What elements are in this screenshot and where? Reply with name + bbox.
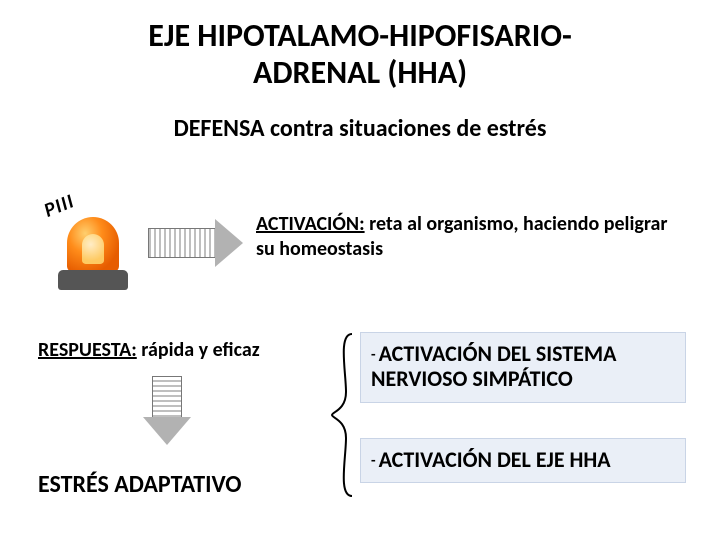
curly-brace-icon [330,332,356,498]
slide-title: EJE HIPOTALAMO-HIPOFISARIO- ADRENAL (HHA… [0,0,720,100]
alarm-sound-label: PIII [41,189,78,223]
alarm-bulb [82,234,104,264]
arrow-right-icon [148,226,246,260]
arrow-down-body [152,376,182,418]
estres-adaptativo-text: ESTRÉS ADAPTATIVO [38,470,241,499]
respuesta-label: RESPUESTA: [38,338,137,362]
activacion-text: ACTIVACIÓN: reta al organismo, haciendo … [256,212,676,262]
box-simpatico: -ACTIVACIÓN DEL SISTEMA NERVIOSO SIMPÁTI… [360,332,686,403]
arrow-down-head [143,417,191,445]
arrow-down-icon [150,376,184,448]
slide-subtitle: DEFENSA contra situaciones de estrés [0,114,720,143]
activacion-label: ACTIVACIÓN: [256,212,365,236]
box1-prefix: - [371,346,376,364]
box-eje-hha: -ACTIVACIÓN DEL EJE HHA [360,438,686,483]
arrow-right-head [215,219,243,267]
title-line-2: ADRENAL (HHA) [40,55,680,92]
box2-prefix: - [371,452,376,470]
box1-text: ACTIVACIÓN DEL SISTEMA NERVIOSO SIMPÁTIC… [371,340,616,392]
alarm-light-icon: PIII [50,200,140,290]
title-line-1: EJE HIPOTALAMO-HIPOFISARIO- [40,18,680,55]
respuesta-body: rápida y eficaz [137,338,260,362]
respuesta-text: RESPUESTA: rápida y eficaz [38,338,260,362]
box2-text: ACTIVACIÓN DEL EJE HHA [379,446,611,473]
arrow-right-body [148,228,216,258]
alarm-base [58,270,128,290]
